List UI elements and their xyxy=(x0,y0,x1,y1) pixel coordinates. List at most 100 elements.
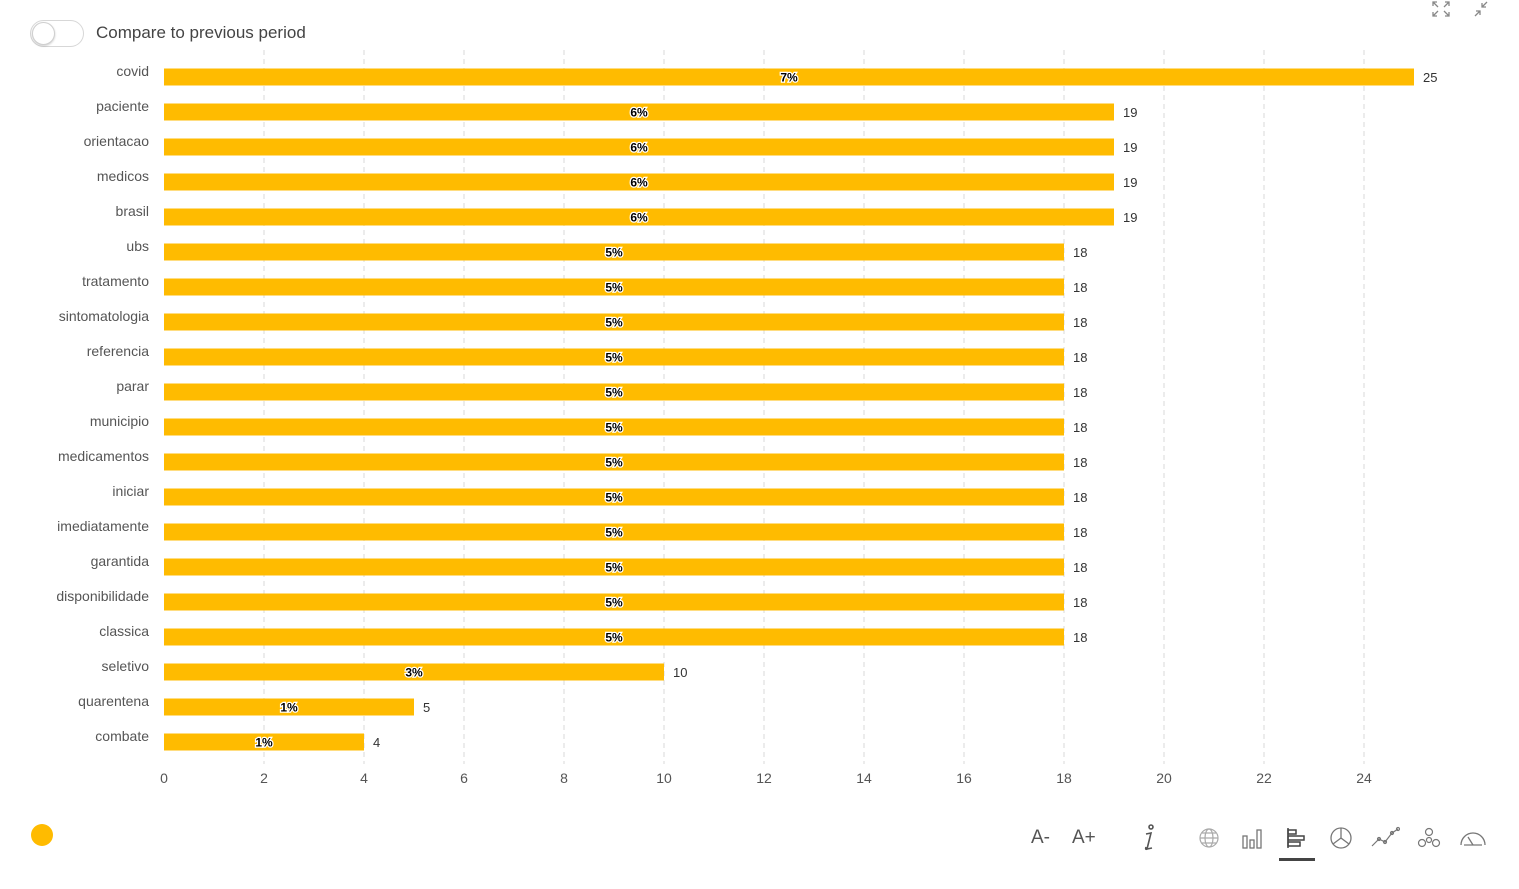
category-label: garantida xyxy=(91,553,150,569)
category-label: disponibilidade xyxy=(56,588,149,604)
chart-toolbar: A- A+ xyxy=(1020,818,1495,861)
info-icon[interactable] xyxy=(1127,818,1171,858)
category-label: medicamentos xyxy=(58,448,149,464)
network-icon[interactable] xyxy=(1407,818,1451,858)
bar-value-label: 18 xyxy=(1073,350,1087,365)
bar-value-label: 18 xyxy=(1073,455,1087,470)
category-label: ubs xyxy=(126,238,149,254)
window-controls xyxy=(1431,0,1491,18)
bar[interactable] xyxy=(164,348,1064,366)
bar-percent-label: 5% xyxy=(605,246,623,260)
bar-value-label: 18 xyxy=(1073,385,1087,400)
bar[interactable] xyxy=(164,103,1114,121)
bar-value-label: 18 xyxy=(1073,630,1087,645)
x-tick-label: 8 xyxy=(560,770,568,786)
bar-percent-label: 6% xyxy=(630,176,648,190)
category-label: quarentena xyxy=(78,693,149,709)
category-label: iniciar xyxy=(112,483,149,499)
bar[interactable] xyxy=(164,278,1064,296)
bar-percent-label: 5% xyxy=(605,316,623,330)
bar-percent-label: 5% xyxy=(605,351,623,365)
column-chart-icon[interactable] xyxy=(1231,818,1275,858)
x-tick-label: 6 xyxy=(460,770,468,786)
bar[interactable] xyxy=(164,663,664,681)
bar[interactable] xyxy=(164,523,1064,541)
category-label: combate xyxy=(95,728,149,744)
bar-value-label: 18 xyxy=(1073,490,1087,505)
bar[interactable] xyxy=(164,383,1064,401)
bar-percent-label: 5% xyxy=(605,491,623,505)
toggle-knob xyxy=(32,22,55,45)
gauge-icon[interactable] xyxy=(1451,818,1495,858)
bar-value-label: 18 xyxy=(1073,525,1087,540)
category-label: medicos xyxy=(97,168,149,184)
legend-series-dot[interactable] xyxy=(31,824,53,846)
bar-percent-label: 6% xyxy=(630,106,648,120)
bar-value-label: 5 xyxy=(423,700,430,715)
font-decrease-button[interactable]: A- xyxy=(1031,827,1050,848)
bar[interactable] xyxy=(164,313,1064,331)
bar-percent-label: 5% xyxy=(605,561,623,575)
category-label: municipio xyxy=(90,413,149,429)
bar[interactable] xyxy=(164,243,1064,261)
category-label: referencia xyxy=(87,343,149,359)
bar-value-label: 18 xyxy=(1073,420,1087,435)
bar-value-label: 18 xyxy=(1073,315,1087,330)
bar-percent-label: 5% xyxy=(605,596,623,610)
bar-percent-label: 6% xyxy=(630,211,648,225)
bar-value-label: 19 xyxy=(1123,175,1137,190)
bar-percent-label: 5% xyxy=(605,631,623,645)
bar-percent-label: 5% xyxy=(605,421,623,435)
bar-value-label: 19 xyxy=(1123,210,1137,225)
bar[interactable] xyxy=(164,418,1064,436)
compare-toggle[interactable] xyxy=(30,20,84,47)
category-label: seletivo xyxy=(102,658,150,674)
bar-value-label: 19 xyxy=(1123,140,1137,155)
bar[interactable] xyxy=(164,558,1064,576)
x-tick-label: 10 xyxy=(656,770,672,786)
bar[interactable] xyxy=(164,453,1064,471)
pie-chart-icon[interactable] xyxy=(1319,818,1363,858)
bar-value-label: 10 xyxy=(673,665,687,680)
bar[interactable] xyxy=(164,68,1414,86)
bar-value-label: 25 xyxy=(1423,70,1437,85)
world-map-icon[interactable] xyxy=(1187,818,1231,858)
bar-value-label: 18 xyxy=(1073,245,1087,260)
bar-percent-label: 7% xyxy=(780,71,798,85)
category-label: orientacao xyxy=(84,133,150,149)
bar[interactable] xyxy=(164,628,1064,646)
bar-chart-icon[interactable] xyxy=(1275,818,1319,861)
bar-percent-label: 1% xyxy=(280,701,298,715)
bar-value-label: 19 xyxy=(1123,105,1137,120)
x-tick-label: 12 xyxy=(756,770,772,786)
bar[interactable] xyxy=(164,733,364,751)
bar[interactable] xyxy=(164,138,1114,156)
bar[interactable] xyxy=(164,698,414,716)
compare-toggle-label: Compare to previous period xyxy=(96,23,306,42)
bar-percent-label: 3% xyxy=(405,666,423,680)
category-label: sintomatologia xyxy=(59,308,149,324)
line-chart-icon[interactable] xyxy=(1363,818,1407,858)
category-label: tratamento xyxy=(82,273,149,289)
bar[interactable] xyxy=(164,488,1064,506)
bar-percent-label: 5% xyxy=(605,456,623,470)
bar-percent-label: 5% xyxy=(605,526,623,540)
x-tick-label: 14 xyxy=(856,770,872,786)
bar-value-label: 18 xyxy=(1073,560,1087,575)
collapse-icon[interactable] xyxy=(1471,0,1491,18)
x-tick-label: 2 xyxy=(260,770,268,786)
bar[interactable] xyxy=(164,208,1114,226)
category-label: covid xyxy=(116,63,149,79)
font-increase-button[interactable]: A+ xyxy=(1072,827,1096,848)
bar-value-label: 18 xyxy=(1073,595,1087,610)
bar-value-label: 18 xyxy=(1073,280,1087,295)
x-tick-label: 22 xyxy=(1256,770,1272,786)
category-label: brasil xyxy=(116,203,149,219)
x-tick-label: 0 xyxy=(160,770,168,786)
bar[interactable] xyxy=(164,593,1064,611)
bar[interactable] xyxy=(164,173,1114,191)
expand-icon[interactable] xyxy=(1431,0,1451,18)
x-tick-label: 20 xyxy=(1156,770,1172,786)
bar-value-label: 4 xyxy=(373,735,380,750)
